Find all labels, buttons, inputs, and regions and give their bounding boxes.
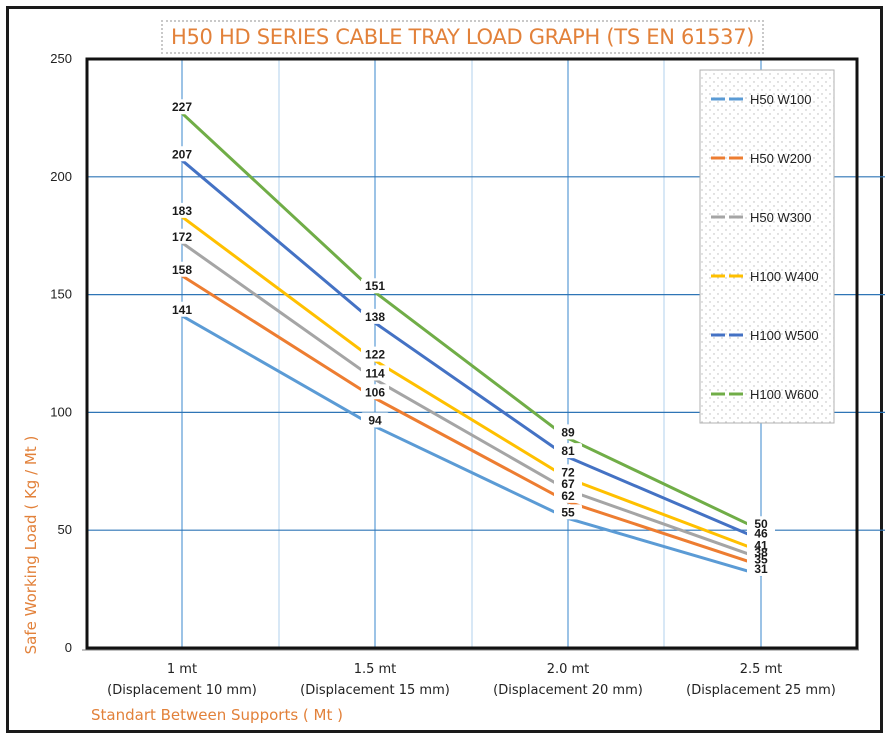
series-line xyxy=(180,111,763,532)
data-label: 72 xyxy=(561,465,575,479)
data-label-bg xyxy=(361,365,389,381)
legend-label: H50 W200 xyxy=(750,151,811,166)
data-label: 106 xyxy=(365,385,385,399)
data-label-bg xyxy=(168,261,196,277)
data-label: 172 xyxy=(172,230,192,244)
data-label: 41 xyxy=(754,538,768,552)
data-label: 81 xyxy=(561,444,575,458)
x-axis-title: Standart Between Supports ( Mt ) xyxy=(91,706,343,724)
x-tick-label: 2.5 mt xyxy=(740,662,783,677)
data-label: 94 xyxy=(368,414,382,428)
x-tick-label: 1 mt xyxy=(167,662,197,677)
y-axis-title: Safe Working Load ( Kg / Mt ) xyxy=(22,436,40,655)
x-tick-label: (Displacement 25 mm) xyxy=(686,683,836,698)
data-label: 89 xyxy=(561,425,575,439)
data-label: 38 xyxy=(754,545,768,559)
data-label-bg xyxy=(747,537,775,553)
data-label: 55 xyxy=(561,505,575,519)
x-tick-label: (Displacement 20 mm) xyxy=(493,683,643,698)
data-label-bg xyxy=(361,384,389,400)
axes: 0 50 100 150 200 250 1 mt (Displacement 10 mm) 1… xyxy=(22,51,859,724)
chart-title-text: H50 HD SERIES CABLE TRAY LOAD GRAPH (TS … xyxy=(171,25,755,49)
data-label: 35 xyxy=(754,553,768,567)
series-line xyxy=(180,314,763,577)
data-label-bg xyxy=(554,476,582,492)
series-line xyxy=(180,241,763,560)
data-label-bg xyxy=(554,443,582,459)
data-label-bg xyxy=(168,202,196,218)
chart-title: H50 HD SERIES CABLE TRAY LOAD GRAPH (TS … xyxy=(161,20,765,54)
y-tick-label: 0 xyxy=(65,640,72,655)
data-labels: 141 94 55 31 158 106 62 35 172 114 67 38 183 122 72 41 2… xyxy=(168,99,775,576)
legend-label: H100 W400 xyxy=(750,269,819,284)
x-tick-label: 1.5 mt xyxy=(354,662,397,677)
data-label-bg xyxy=(554,487,582,503)
plot-area-border xyxy=(85,57,859,650)
data-label-bg xyxy=(168,228,196,244)
y-tick-label: 50 xyxy=(58,522,72,537)
data-label-bg xyxy=(554,504,582,520)
data-label-bg xyxy=(554,424,582,440)
data-label-bg xyxy=(361,346,389,362)
data-label-bg xyxy=(361,278,389,294)
plot-border xyxy=(85,57,859,650)
data-label: 50 xyxy=(754,517,768,531)
y-tick-label: 100 xyxy=(50,404,72,419)
series-lines xyxy=(180,111,763,577)
legend-box xyxy=(699,69,835,424)
data-label-bg xyxy=(361,308,389,324)
data-label-bg xyxy=(168,146,196,162)
data-label: 114 xyxy=(365,366,385,380)
data-label: 138 xyxy=(365,310,385,324)
data-label-bg xyxy=(554,464,582,480)
series-line xyxy=(180,215,763,553)
legend: H50 W100 H50 W200 H50 W300 H100 W400 H100 W5… xyxy=(699,69,835,424)
y-tick-label: 200 xyxy=(50,169,72,184)
series-line xyxy=(180,274,763,568)
data-label: 141 xyxy=(172,303,192,317)
y-tick-label: 150 xyxy=(50,287,72,302)
data-label: 183 xyxy=(172,204,192,218)
series-line xyxy=(180,158,763,542)
y-tick-label: 250 xyxy=(50,51,72,66)
data-label: 67 xyxy=(561,477,575,491)
data-label: 207 xyxy=(172,147,192,161)
data-label-bg xyxy=(747,516,775,532)
data-label-bg xyxy=(168,301,196,317)
legend-label: H100 W500 xyxy=(750,328,819,343)
legend-label: H50 W300 xyxy=(750,210,811,225)
x-tick-label: (Displacement 10 mm) xyxy=(107,683,257,698)
data-label: 62 xyxy=(561,489,575,503)
data-label-bg xyxy=(361,412,389,428)
data-label: 151 xyxy=(365,279,385,293)
data-label-bg xyxy=(168,99,196,115)
legend-label: H100 W600 xyxy=(750,387,819,402)
data-label: 122 xyxy=(365,348,385,362)
data-label: 31 xyxy=(754,562,768,576)
legend-label: H50 W100 xyxy=(750,92,811,107)
data-label: 46 xyxy=(754,527,768,541)
data-label: 158 xyxy=(172,263,192,277)
x-tick-label: 2.0 mt xyxy=(547,662,590,677)
x-tick-label: (Displacement 15 mm) xyxy=(300,683,450,698)
data-label: 227 xyxy=(172,100,192,114)
